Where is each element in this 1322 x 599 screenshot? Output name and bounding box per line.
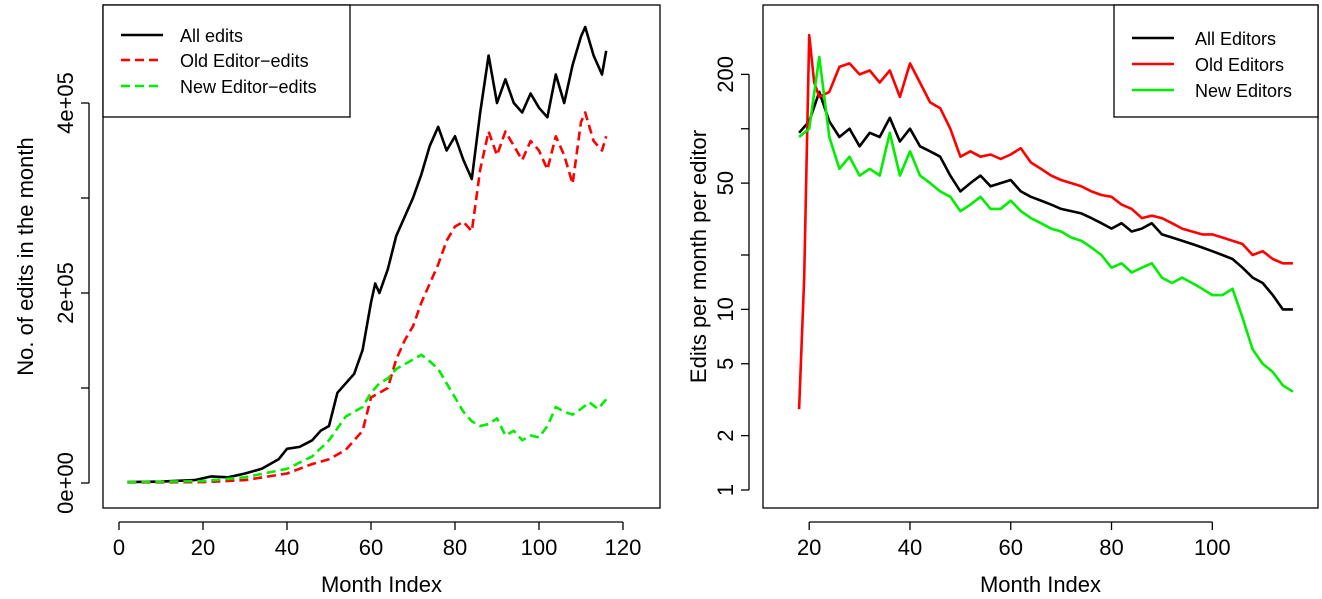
x-axis-label: Month Index — [980, 572, 1101, 597]
legend-label: New Editors — [1195, 81, 1292, 101]
x-tick-label: 20 — [797, 535, 821, 560]
edits-per-editor-chart: 20 40 60 80 100 Month Index 1 2 5 10 50 200 Edits pe… — [686, 4, 1319, 597]
x-tick-label: 80 — [443, 535, 467, 560]
y-tick-label: 200 — [713, 56, 738, 93]
y-tick-label: 5 — [713, 358, 738, 370]
legend-label: Old Editors — [1195, 55, 1284, 75]
x-axis-label: Month Index — [321, 572, 442, 597]
legend-label: New Editor−edits — [180, 77, 317, 97]
plot-frame — [102, 4, 661, 509]
series-line-all-edits — [127, 25, 608, 484]
x-tick-label: 80 — [1099, 535, 1123, 560]
x-tick-label: 60 — [359, 535, 383, 560]
x-tick-label: 60 — [999, 535, 1023, 560]
y-tick-label: 2e+05 — [53, 262, 78, 324]
plot-frame — [762, 4, 1319, 509]
series-line-old-editors — [797, 33, 1293, 410]
y-tick-label: 50 — [713, 171, 738, 195]
x-tick-label: 0 — [113, 535, 125, 560]
legend-label: All edits — [180, 26, 243, 46]
y-tick-label: 4e+05 — [53, 72, 78, 134]
y-tick-label: 10 — [713, 297, 738, 321]
y-axis-label: Edits per month per editor — [686, 130, 711, 383]
y-tick-label: 0e+00 — [53, 452, 78, 514]
series-line-new-editors — [798, 55, 1294, 393]
y-axis-label: No. of edits in the month — [13, 137, 38, 375]
x-tick-label: 100 — [1194, 535, 1231, 560]
series-line-all-editors — [798, 90, 1293, 311]
series-line-new-editor-edits — [127, 353, 608, 484]
x-tick-label: 100 — [521, 535, 558, 560]
legend-box — [102, 4, 351, 118]
x-tick-label: 40 — [898, 535, 922, 560]
series-line-old-editor-edits — [127, 111, 608, 484]
x-tick-label: 20 — [191, 535, 215, 560]
edits-per-month-chart: 0 20 40 60 80 100 120 Month Index 0e+00 2e+05 4e+0… — [13, 4, 661, 597]
x-tick-label: 40 — [275, 535, 299, 560]
legend-box — [1113, 4, 1319, 118]
y-tick-label: 2 — [713, 430, 738, 442]
legend-label: All Editors — [1195, 29, 1276, 49]
x-tick-label: 120 — [605, 535, 642, 560]
legend-label: Old Editor−edits — [180, 51, 309, 71]
y-tick-label: 1 — [713, 484, 738, 496]
